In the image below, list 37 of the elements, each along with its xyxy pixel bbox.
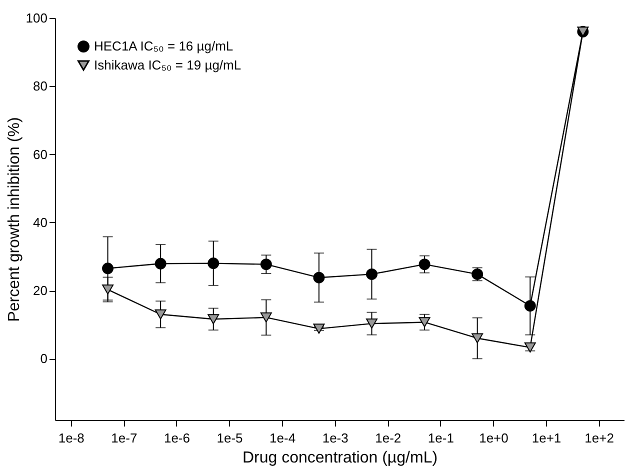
point bbox=[366, 318, 378, 329]
x-tick-label: 1e+2 bbox=[584, 430, 614, 446]
y-tick-label: 80 bbox=[33, 78, 48, 94]
x-tick-label: 1e-6 bbox=[164, 430, 190, 446]
x-tick-label: 1e-7 bbox=[111, 430, 138, 446]
legend-label: HEC1A IC₅₀ = 16 µg/mL bbox=[94, 38, 234, 54]
y-axis-title: Percent growth inhibition (%) bbox=[6, 117, 23, 322]
point bbox=[260, 258, 272, 270]
x-tick-label: 1e+0 bbox=[479, 430, 508, 446]
point bbox=[102, 262, 114, 274]
x-tick-label: 1e-3 bbox=[322, 430, 348, 446]
point bbox=[418, 258, 430, 270]
point bbox=[418, 317, 430, 328]
y-tick-label: 0 bbox=[40, 351, 48, 366]
point bbox=[472, 333, 484, 344]
x-tick-label: 1e+1 bbox=[532, 430, 562, 446]
point bbox=[154, 258, 166, 270]
point bbox=[524, 300, 536, 312]
point bbox=[313, 324, 325, 334]
point bbox=[260, 312, 272, 322]
y-tick-label: 100 bbox=[26, 10, 48, 26]
point bbox=[366, 268, 378, 280]
x-axis-title: Drug concentration (µg/mL) bbox=[242, 450, 438, 466]
x-tick-label: 1e-8 bbox=[58, 430, 84, 446]
legend-label: Ishikawa IC₅₀ = 19 µg/mL bbox=[94, 58, 242, 72]
x-tick-label: 1e-1 bbox=[428, 430, 454, 446]
x-tick-label: 1e-4 bbox=[270, 430, 296, 446]
point bbox=[154, 309, 166, 320]
x-tick-label: 1e-2 bbox=[375, 430, 402, 446]
point bbox=[102, 284, 114, 295]
point bbox=[208, 258, 220, 270]
y-tick-label: 20 bbox=[33, 283, 48, 298]
y-tick-label: 60 bbox=[33, 146, 48, 162]
x-tick-label: 1e-5 bbox=[216, 430, 243, 446]
point bbox=[313, 272, 325, 284]
point bbox=[208, 314, 220, 324]
y-tick-label: 40 bbox=[33, 214, 48, 230]
